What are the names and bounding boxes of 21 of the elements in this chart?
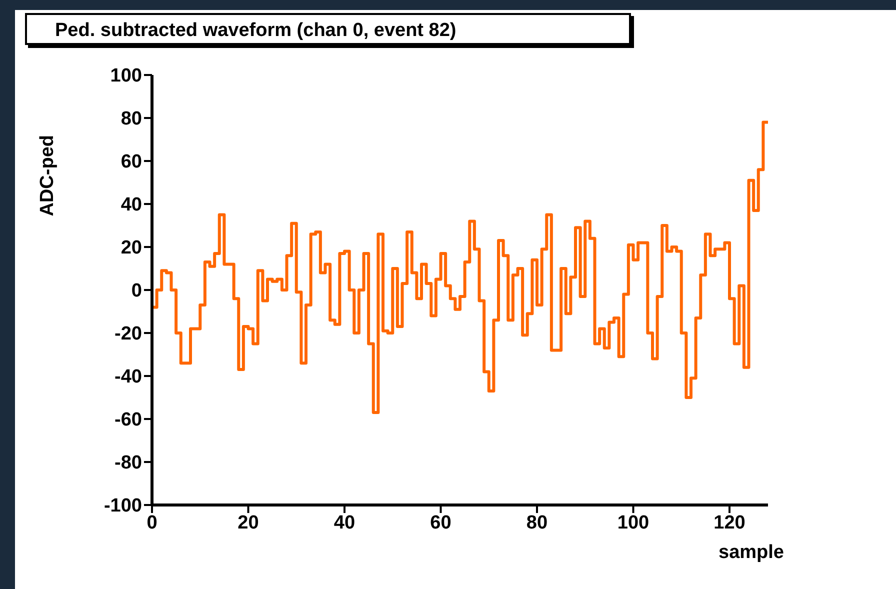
y-tick-label: -20 [114,324,142,345]
y-tick-label: 20 [120,238,142,259]
x-tick-label: 120 [714,512,746,534]
x-axis-title: sample [718,542,784,564]
y-tick-label: -60 [114,410,142,431]
y-tick-label: 80 [120,108,142,130]
x-tick-label: 100 [617,512,650,534]
x-tick-label: 80 [526,512,548,534]
x-tick-label: 40 [334,512,356,534]
y-tick-label: -80 [114,452,142,474]
y-tick-label: 0 [131,280,142,302]
y-tick-label: 60 [120,152,142,173]
x-tick-label: 20 [238,512,259,534]
y-tick-label: -100 [104,496,142,517]
y-tick-label: 40 [120,194,142,216]
x-tick-label: 60 [430,512,452,534]
x-tick-label: 0 [146,512,158,534]
y-axis-title: ADC-ped [37,135,59,218]
chart-title: Ped. subtracted waveform (chan 0, event 82) [25,13,631,45]
y-tick-label: -40 [114,366,142,388]
y-tick-label: 100 [110,66,142,87]
